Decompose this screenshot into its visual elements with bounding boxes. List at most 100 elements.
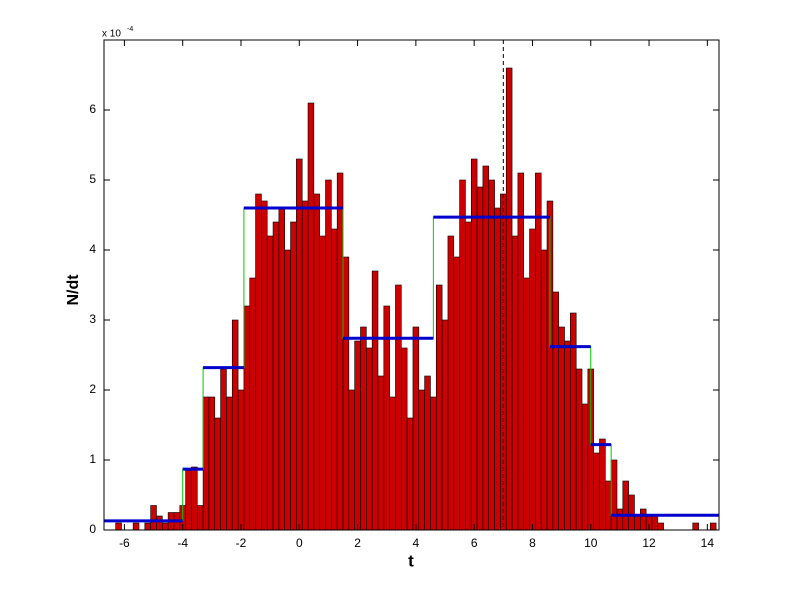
- bar: [400, 347, 408, 531]
- bar: [709, 522, 717, 531]
- bar: [406, 417, 414, 531]
- bar: [342, 256, 350, 531]
- bar: [430, 396, 437, 531]
- bar: [511, 235, 519, 531]
- y-tick-label: 3: [89, 312, 96, 326]
- x-tick-label: 12: [642, 536, 656, 550]
- bar: [354, 340, 361, 531]
- x-tick-label: 14: [701, 536, 715, 550]
- bar: [319, 235, 326, 531]
- bar: [459, 179, 466, 531]
- bar: [692, 522, 699, 531]
- bar: [115, 522, 122, 531]
- plot-frame: [103, 39, 720, 531]
- bar: [389, 396, 396, 531]
- bar: [325, 179, 332, 531]
- bar: [348, 389, 355, 531]
- bar: [226, 396, 233, 531]
- bar: [301, 200, 309, 531]
- bar: [243, 305, 251, 531]
- bar: [412, 326, 420, 531]
- bar: [610, 459, 618, 531]
- bar: [296, 158, 303, 531]
- bar: [575, 368, 583, 531]
- bar: [278, 207, 286, 531]
- bar: [447, 235, 455, 531]
- x-tick-label: 10: [584, 536, 598, 550]
- bar: [482, 165, 490, 531]
- bar: [441, 319, 449, 531]
- bar: [366, 347, 373, 531]
- bar: [371, 270, 379, 531]
- bar: [255, 193, 262, 531]
- bar: [191, 466, 198, 531]
- bar: [185, 470, 192, 531]
- y-tick-label: 5: [89, 172, 96, 186]
- x-axis-label: t: [408, 551, 414, 570]
- bar: [220, 368, 227, 531]
- bar: [214, 417, 221, 531]
- bar: [150, 505, 157, 531]
- bar: [616, 508, 624, 531]
- bar: [651, 515, 659, 531]
- bar: [640, 508, 647, 531]
- bar: [272, 221, 280, 531]
- y-tick-label: 4: [89, 242, 96, 256]
- bar: [395, 284, 402, 531]
- bar: [628, 494, 635, 531]
- bar: [266, 235, 274, 531]
- bar: [231, 319, 239, 531]
- bar: [132, 522, 140, 531]
- bar: [196, 505, 204, 531]
- bar: [622, 480, 629, 531]
- bar: [657, 522, 664, 531]
- y-tick-label: 0: [89, 522, 96, 536]
- bar: [505, 67, 513, 531]
- bar: [336, 172, 344, 531]
- bar: [470, 158, 478, 531]
- x-tick-label: 2: [354, 536, 361, 550]
- bar: [529, 228, 536, 531]
- bar: [156, 515, 163, 531]
- bar: [465, 221, 472, 531]
- x-tick-label: -6: [119, 536, 130, 550]
- bar: [161, 522, 169, 531]
- bar: [377, 375, 385, 531]
- bar: [552, 291, 559, 531]
- bar: [261, 200, 268, 531]
- bar: [488, 179, 495, 531]
- x-tick-label: -2: [236, 536, 247, 550]
- y-axis-label: N/dt: [65, 274, 82, 306]
- y-tick-label: 2: [89, 382, 96, 396]
- bar: [634, 515, 641, 531]
- bar: [593, 452, 600, 531]
- bar: [453, 256, 460, 531]
- y-multiplier: x 10: [102, 29, 121, 40]
- y-tick-label: 6: [89, 102, 96, 116]
- bar: [313, 193, 320, 531]
- bar: [360, 326, 367, 531]
- bar: [418, 389, 425, 531]
- bar: [237, 389, 245, 531]
- y-tick-label: 1: [89, 452, 96, 466]
- bar: [331, 228, 338, 531]
- y-multiplier-exponent: -4: [127, 26, 133, 33]
- x-tick-label: 0: [296, 536, 303, 550]
- bar: [307, 102, 315, 531]
- bar: [599, 438, 606, 531]
- bar: [523, 277, 530, 531]
- bar: [290, 221, 297, 531]
- bar: [208, 396, 216, 531]
- x-tick-label: 4: [413, 536, 420, 550]
- bar: [517, 172, 525, 531]
- bar: [202, 396, 210, 531]
- bar: [605, 480, 612, 531]
- x-tick-label: 8: [529, 536, 536, 550]
- bar: [494, 207, 501, 531]
- bar: [249, 277, 256, 531]
- bar: [435, 284, 443, 531]
- bar: [476, 186, 484, 531]
- bar: [558, 326, 565, 531]
- bar: [540, 249, 548, 531]
